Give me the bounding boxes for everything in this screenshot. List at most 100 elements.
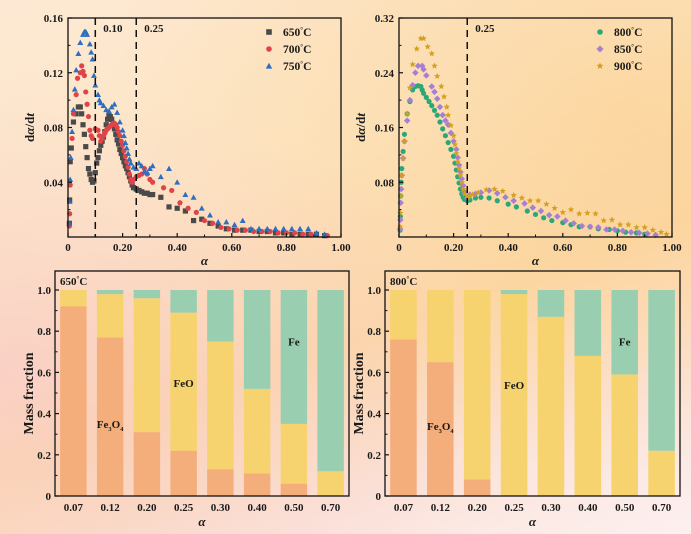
x-tick-label: 0.07 (64, 502, 84, 514)
y-tick-label: 0.16 (44, 13, 64, 25)
phase-labels: Fe3O4 FeO Fe (97, 337, 300, 433)
data-point (578, 222, 586, 230)
data-point (79, 111, 85, 117)
vertical-reference-lines: 0.25 (466, 18, 495, 237)
x-tick-label: 0.60 (553, 242, 573, 254)
data-point (88, 176, 94, 183)
temperature-annotation: 800°C (390, 275, 417, 288)
data-point (448, 146, 454, 152)
legend-marker-icon (596, 62, 604, 69)
data-point (641, 224, 648, 231)
data-point (510, 191, 517, 198)
data-point (413, 45, 420, 52)
data-point (77, 39, 84, 46)
data-point (454, 154, 461, 161)
data-point (398, 172, 405, 179)
legend: 800°C 850°C 900°C (596, 26, 642, 73)
data-point (138, 162, 145, 169)
data-point (305, 225, 312, 232)
data-point (121, 159, 127, 165)
data-point (247, 225, 254, 232)
data-point (663, 230, 670, 237)
data-point (215, 218, 222, 225)
data-point (499, 187, 506, 194)
data-point (424, 43, 431, 50)
data-point (409, 61, 416, 68)
data-point (73, 111, 79, 117)
data-point (586, 223, 594, 230)
data-point (272, 225, 279, 232)
data-point (69, 135, 75, 142)
data-point (130, 185, 137, 191)
x-tick-label: 0.40 (248, 502, 268, 514)
data-point (91, 178, 97, 184)
x-tick-label: 0.30 (541, 502, 561, 514)
data-point (644, 230, 651, 237)
data-point (592, 210, 599, 217)
data-point (459, 185, 467, 192)
y-axis-title: Mass fraction (352, 352, 367, 434)
bar-stack (537, 290, 565, 496)
data-point (104, 116, 111, 122)
data-point (635, 229, 643, 237)
data-point (81, 72, 87, 79)
data-point (190, 217, 197, 224)
data-point (114, 124, 120, 131)
legend-marker-icon (596, 45, 604, 53)
data-point (562, 217, 569, 224)
bar-stack (317, 290, 344, 496)
data-point (85, 165, 92, 172)
data-point (226, 226, 232, 232)
data-point (75, 50, 82, 56)
bar-segment-fe3o4 (280, 483, 308, 496)
plot-frame (54, 270, 350, 497)
x-tick-label: 0.25 (504, 502, 524, 514)
phase-label-fe: Fe (288, 337, 300, 349)
data-point (84, 155, 90, 161)
series-850c (396, 62, 659, 239)
data-point (96, 148, 102, 154)
data-point (147, 191, 153, 198)
bar-segment-fe3o4 (96, 337, 124, 496)
x-axis-ticks: 0.07 0.12 0.20 0.25 0.30 0.40 0.50 0.70 (394, 502, 672, 514)
data-point (89, 56, 96, 62)
data-point (433, 95, 441, 103)
data-point (469, 191, 476, 198)
data-point (125, 164, 131, 170)
data-point (111, 101, 118, 107)
data-point (71, 86, 78, 92)
data-point (300, 231, 306, 237)
data-point (70, 106, 77, 113)
bar-segment-feo (537, 316, 565, 496)
x-tick-label: 0 (65, 242, 71, 254)
data-point (105, 108, 112, 114)
bar-segment-fe (500, 290, 528, 295)
bar-stack (427, 290, 454, 496)
data-point (442, 117, 449, 124)
data-point (526, 197, 534, 204)
data-point (406, 96, 414, 104)
data-point (83, 144, 89, 150)
data-point (97, 99, 104, 106)
series-800c (397, 83, 648, 237)
data-point (83, 89, 89, 95)
data-point (119, 127, 126, 133)
bar-segment-fe (280, 290, 308, 424)
data-point (600, 217, 607, 224)
data-point (423, 94, 429, 100)
bar-stack (574, 290, 602, 496)
bar-segment-fe (96, 290, 124, 295)
data-point (135, 160, 142, 166)
data-point (240, 227, 246, 233)
data-point (423, 72, 430, 79)
data-point (457, 172, 464, 179)
data-point (559, 208, 567, 216)
stacked-bars (390, 290, 675, 496)
x-tick-label: 0.07 (394, 502, 414, 514)
y-axis-ticks: 0.08 0.16 0.24 0.32 (375, 13, 403, 211)
legend-label: 700°C (283, 43, 311, 56)
x-tick-label: 0.20 (468, 502, 488, 514)
data-point (399, 154, 407, 162)
phase-labels: Fe3O4 FeO Fe (427, 337, 631, 435)
y-axis-title: dα/dt (353, 113, 368, 142)
